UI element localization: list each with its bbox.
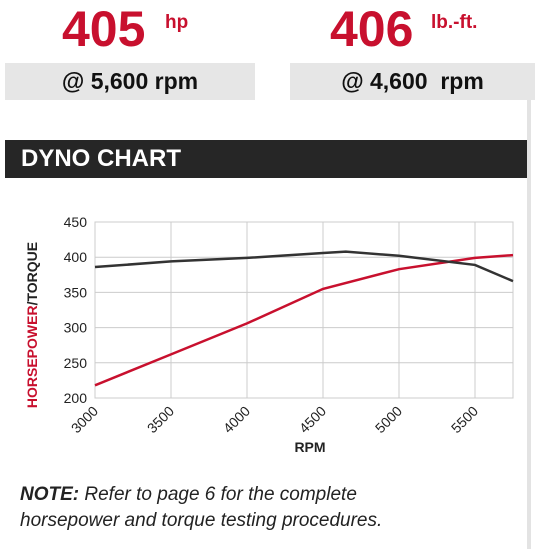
- note: NOTE: Refer to page 6 for the complete ho…: [20, 482, 382, 534]
- y-tick-label: 300: [64, 320, 88, 336]
- x-axis-label: RPM: [294, 439, 325, 455]
- y-tick-label: 400: [64, 249, 88, 265]
- x-tick-label: 5500: [448, 403, 481, 436]
- y-tick-label: 450: [64, 214, 88, 230]
- torque-rpm: @ 4,600 rpm: [290, 63, 535, 100]
- section-title: DYNO CHART: [5, 140, 527, 178]
- note-line: horsepower and torque testing procedures…: [20, 510, 383, 531]
- torque-unit: lb.-ft.: [431, 12, 478, 33]
- y-axis-label-part: HORSEPOWER: [24, 305, 40, 408]
- line: [94, 250, 514, 283]
- plot-area: [94, 221, 514, 399]
- hp-rpm: @ 5,600 rpm: [5, 63, 255, 100]
- y-axis-label-part: /TORQUE: [24, 242, 40, 306]
- y-tick-label: 350: [64, 284, 88, 300]
- y-tick-label: 200: [64, 390, 88, 406]
- x-tick-label: 3500: [144, 403, 177, 436]
- hp-value: 405: [62, 1, 146, 57]
- note-line: Refer to page 6 for the complete: [79, 484, 357, 505]
- x-tick-label: 3000: [68, 403, 101, 436]
- edge: [527, 100, 531, 549]
- torque-value: 406: [330, 1, 414, 57]
- x-tick-label: 5000: [372, 403, 405, 436]
- y-tick-label: 250: [64, 355, 88, 371]
- line: [94, 253, 514, 387]
- x-tick-label: 4500: [296, 403, 329, 436]
- x-tick-label: 4000: [220, 403, 253, 436]
- hp-unit: hp: [165, 12, 189, 33]
- y-axis-label: HORSEPOWER/TORQUE: [24, 242, 40, 408]
- note-label: NOTE:: [20, 484, 80, 505]
